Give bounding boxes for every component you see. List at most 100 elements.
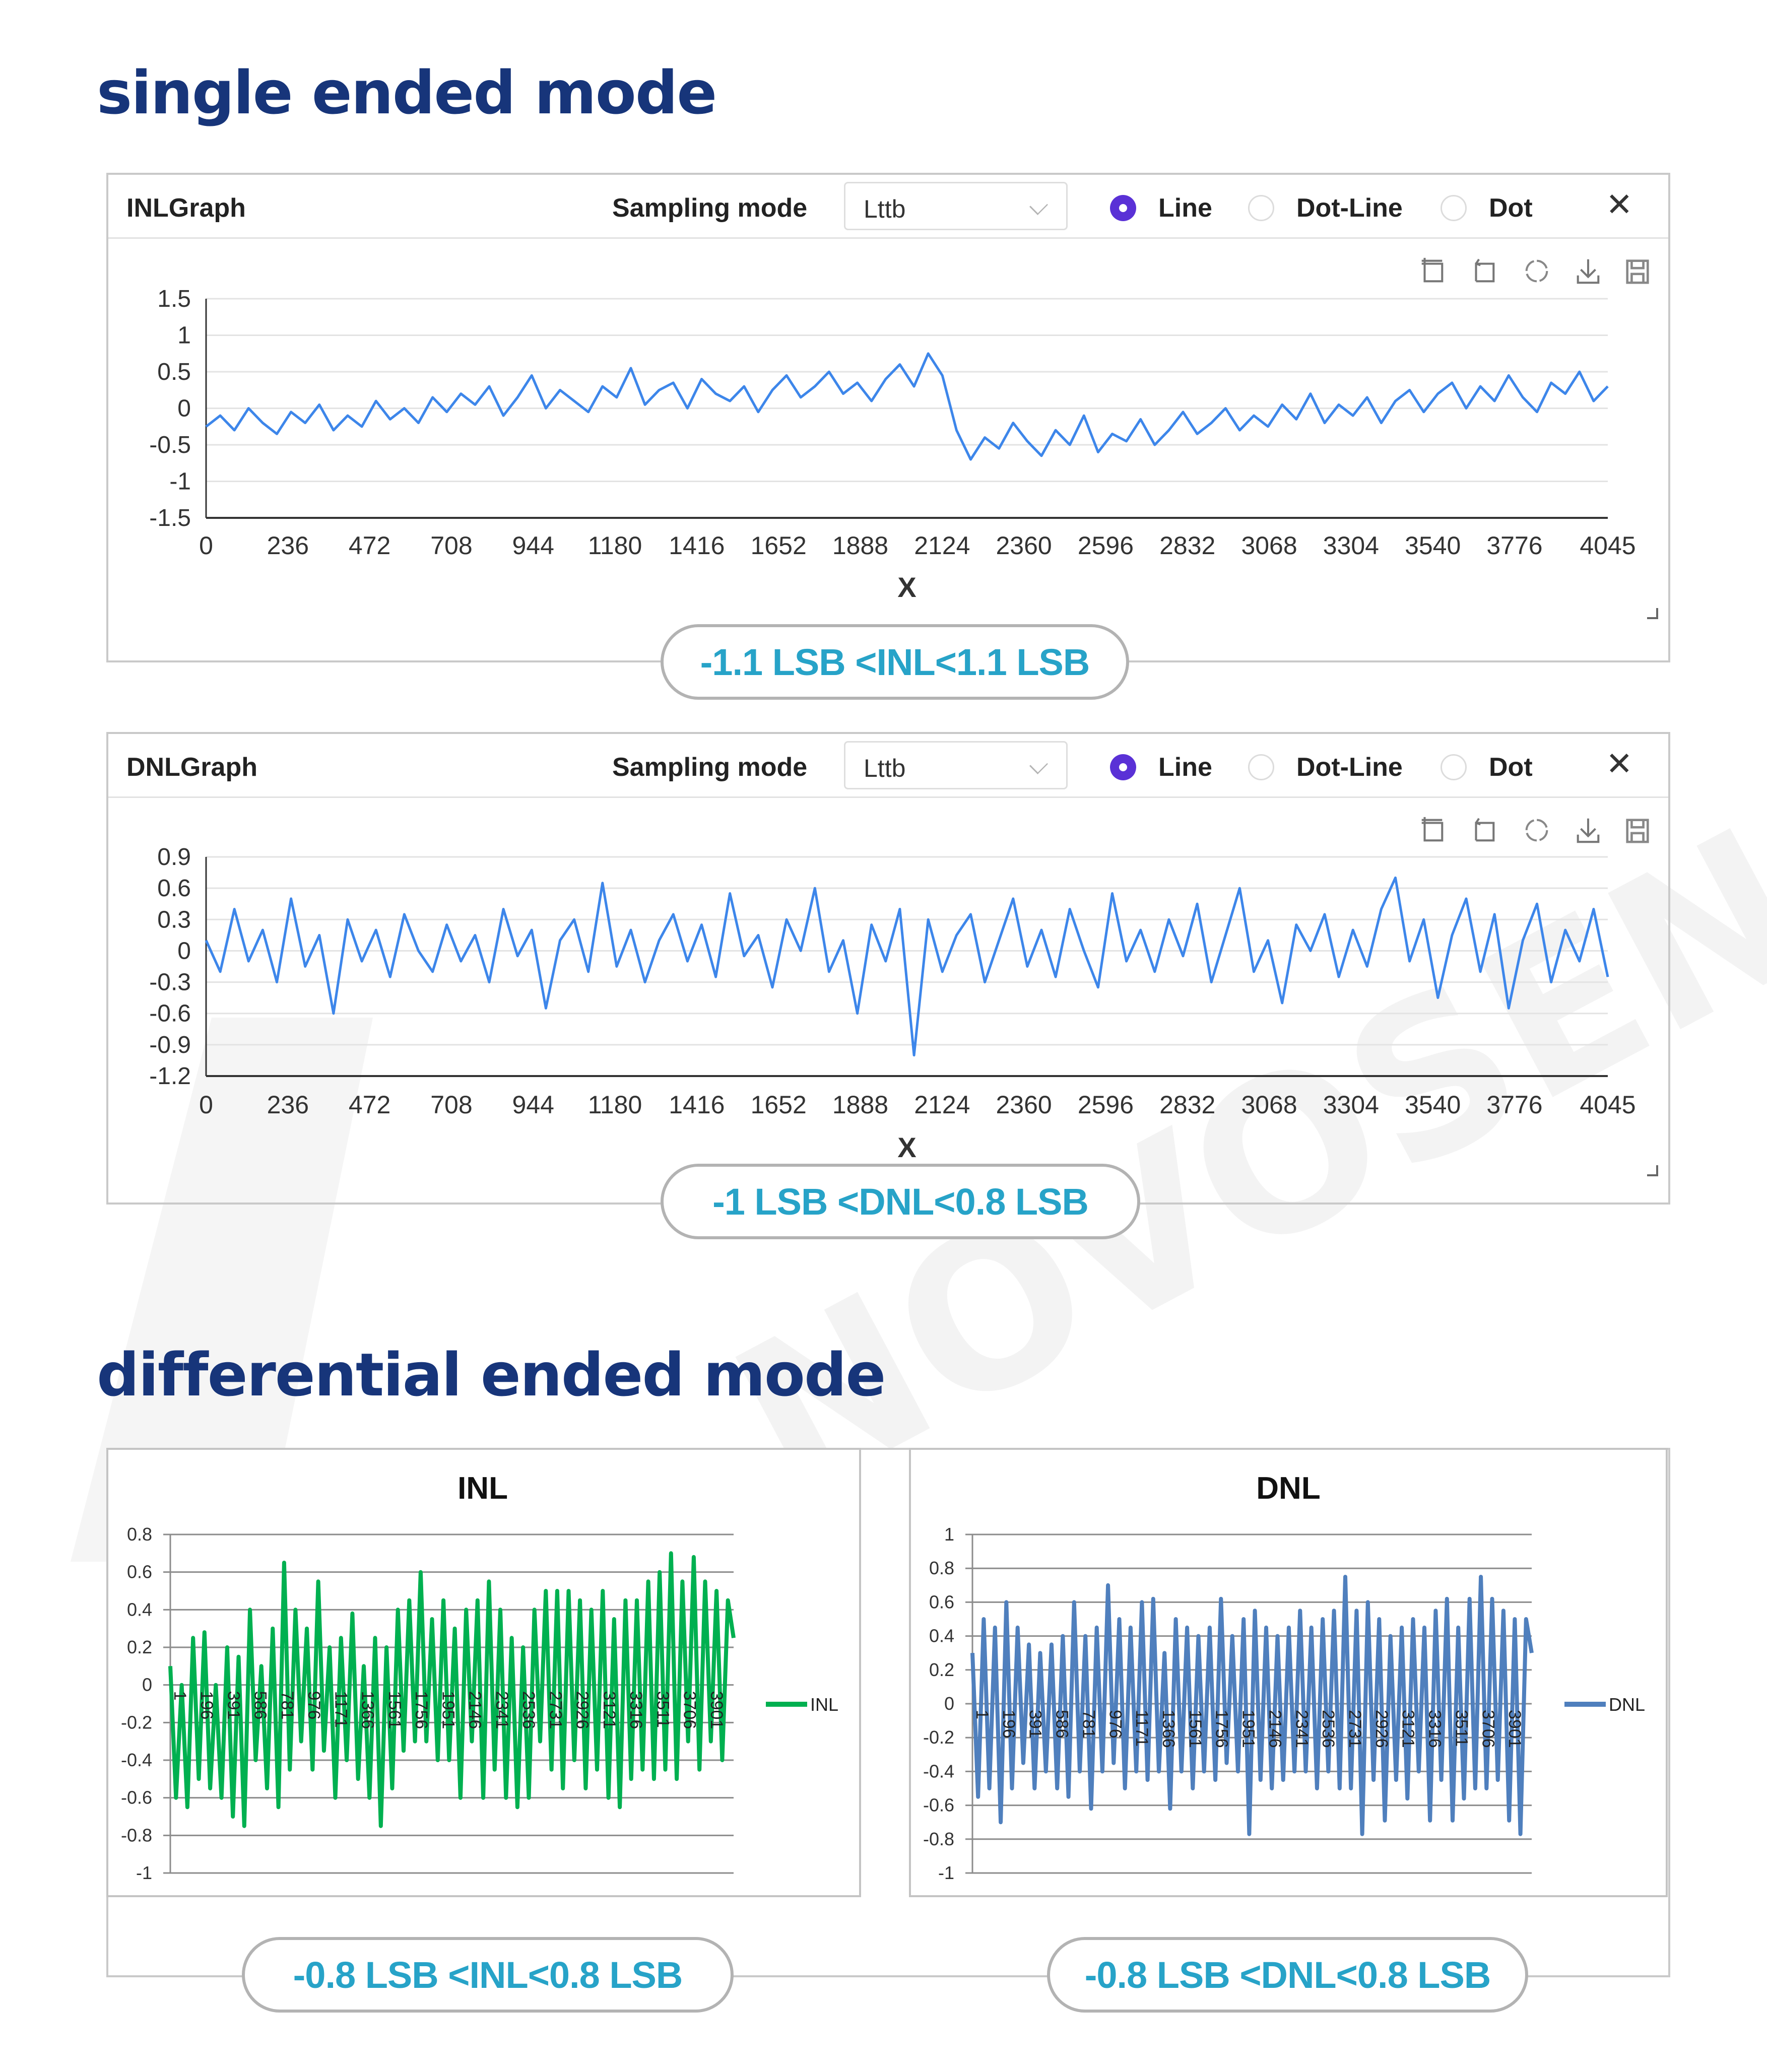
resize-handle[interactable] (1647, 1165, 1658, 1176)
x-tick-label: 3776 (1486, 531, 1542, 560)
y-tick-label: -0.6 (121, 1787, 152, 1808)
x-tick-label: 196 (197, 1691, 216, 1720)
download-icon[interactable] (1574, 816, 1603, 845)
x-tick-label: 944 (512, 1091, 554, 1119)
x-tick-label: 1756 (1212, 1710, 1231, 1748)
x-tick-label: 2341 (1292, 1710, 1311, 1748)
sampling-mode-label: Sampling mode (612, 753, 808, 782)
x-tick-label: 472 (349, 531, 390, 560)
series-line (205, 352, 1609, 461)
x-tick-label: 2731 (546, 1691, 565, 1729)
x-tick-label: 781 (1079, 1710, 1098, 1739)
y-tick-label: 0.2 (127, 1637, 152, 1657)
y-tick-label: 0.4 (127, 1599, 152, 1620)
x-tick-label: 3901 (707, 1691, 726, 1729)
zoom-reset-icon[interactable] (1469, 256, 1498, 286)
y-tick-label: 1.5 (157, 286, 191, 312)
x-tick-label: 2360 (996, 1091, 1052, 1119)
zoom-reset-icon[interactable] (1469, 816, 1498, 845)
legend-label: INL (810, 1694, 838, 1715)
x-tick-label: 3901 (1505, 1710, 1524, 1748)
x-tick-label: 2360 (996, 531, 1052, 560)
y-tick-label: -1 (136, 1862, 152, 1883)
x-tick-label: 2926 (573, 1691, 592, 1729)
radio-dot-label[interactable]: Dot (1489, 193, 1533, 223)
legend-label: DNL (1609, 1694, 1645, 1715)
x-tick-label: 1180 (588, 1091, 642, 1119)
radio-line-label[interactable]: Line (1158, 753, 1212, 782)
x-tick-label: 4045 (1580, 1091, 1635, 1119)
panel-title: INLGraph (126, 193, 246, 223)
x-tick-label: 586 (1053, 1710, 1072, 1739)
y-tick-label: -0.8 (121, 1825, 152, 1845)
x-tick-label: 2341 (492, 1691, 511, 1729)
zoom-select-icon[interactable] (1417, 816, 1447, 845)
save-icon[interactable] (1623, 256, 1652, 286)
x-tick-label: 472 (349, 1091, 390, 1119)
x-tick-label: 708 (430, 1091, 472, 1119)
radio-line[interactable] (1110, 195, 1136, 221)
x-tick-label: 781 (278, 1691, 297, 1720)
x-tick-label: 3316 (1425, 1710, 1445, 1748)
x-tick-label: 3776 (1486, 1091, 1542, 1119)
x-tick-label: 976 (304, 1691, 323, 1720)
y-tick-label: 0.8 (929, 1558, 954, 1578)
x-tick-label: 2146 (1265, 1710, 1284, 1748)
save-icon[interactable] (1623, 816, 1652, 845)
close-icon[interactable]: ✕ (1606, 186, 1633, 223)
radio-dot-line-label[interactable]: Dot-Line (1296, 193, 1403, 223)
radio-dot[interactable] (1441, 754, 1467, 780)
x-tick-label: 1951 (438, 1691, 457, 1729)
download-icon[interactable] (1574, 256, 1603, 286)
x-tick-label: 1 (170, 1691, 189, 1701)
radio-line-label[interactable]: Line (1158, 193, 1212, 223)
x-tick-label: 2832 (1159, 1091, 1215, 1119)
radio-line[interactable] (1110, 754, 1136, 780)
inl-graph-panel: INLGraph Sampling mode Lttb Line Dot-Lin… (106, 173, 1670, 662)
x-tick-label: 1416 (669, 1091, 725, 1119)
y-tick-label: -0.3 (149, 969, 191, 996)
refresh-icon[interactable] (1522, 816, 1551, 845)
inl-range-badge: -1.1 LSB <INL<1.1 LSB (661, 624, 1129, 700)
radio-dot-label[interactable]: Dot (1489, 753, 1533, 782)
series-line (970, 1575, 1534, 1836)
radio-dot-line[interactable] (1248, 195, 1274, 221)
panel-header: INLGraph Sampling mode Lttb Line Dot-Lin… (108, 175, 1668, 239)
x-tick-label: 2596 (1078, 1091, 1134, 1119)
radio-dot-line[interactable] (1248, 754, 1274, 780)
y-tick-label: 0.2 (929, 1659, 954, 1680)
x-tick-label: 2146 (466, 1691, 485, 1729)
y-tick-label: 0.8 (127, 1524, 152, 1545)
watermark-logo (71, 1018, 373, 1562)
x-tick-label: 391 (1026, 1710, 1045, 1739)
x-tick-label: 3511 (1452, 1710, 1471, 1747)
x-tick-label: 3316 (626, 1691, 645, 1729)
chart-title: DNL (1256, 1471, 1320, 1506)
x-tick-label: 3068 (1241, 1091, 1297, 1119)
close-icon[interactable]: ✕ (1606, 746, 1633, 782)
x-tick-label: 1756 (412, 1691, 431, 1729)
x-tick-label: 944 (512, 531, 554, 560)
x-tick-label: 1652 (751, 1091, 807, 1119)
x-tick-label: 1366 (358, 1691, 377, 1729)
zoom-select-icon[interactable] (1417, 256, 1447, 286)
y-tick-label: 0.5 (157, 359, 191, 385)
x-tick-label: 3068 (1241, 531, 1297, 560)
refresh-icon[interactable] (1522, 256, 1551, 286)
radio-dot[interactable] (1441, 195, 1467, 221)
y-tick-label: -1.5 (149, 505, 191, 531)
x-axis-label: X (897, 571, 916, 603)
chart-title: INL (457, 1471, 508, 1506)
sampling-mode-select[interactable]: Lttb (844, 182, 1068, 230)
y-tick-label: -0.6 (149, 1000, 191, 1027)
radio-dot-line-label[interactable]: Dot-Line (1296, 753, 1403, 782)
series-line (205, 876, 1609, 1057)
resize-handle[interactable] (1647, 608, 1658, 619)
x-tick-label: 3121 (1399, 1710, 1418, 1748)
y-tick-label: 1 (944, 1524, 954, 1545)
x-tick-label: 2124 (914, 531, 970, 560)
sampling-mode-select[interactable]: Lttb (844, 741, 1068, 789)
x-tick-label: 1888 (832, 1091, 888, 1119)
y-tick-label: 0 (177, 395, 191, 422)
